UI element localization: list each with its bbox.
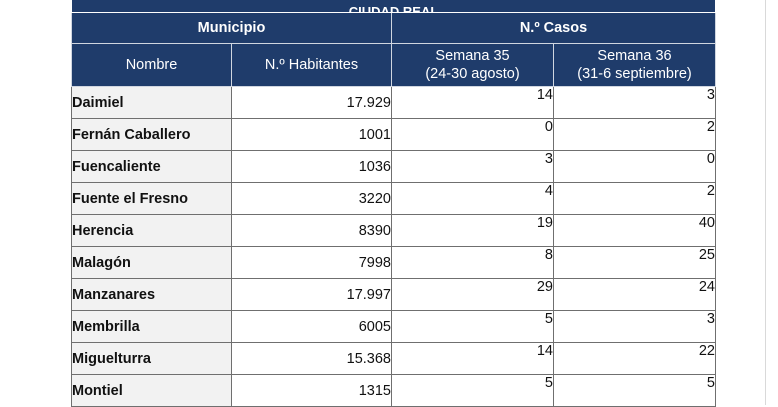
- municipio-name-cell: Montiel: [71, 374, 232, 407]
- habitantes-cell: 15.368: [231, 342, 392, 375]
- semana35-cases-cell: 29: [391, 278, 554, 311]
- municipio-name-cell: Daimiel: [71, 86, 232, 119]
- semana36-cases-cell: 2: [553, 118, 716, 151]
- municipio-name-cell: Fuente el Fresno: [71, 182, 232, 215]
- municipio-name-cell: Fernán Caballero: [71, 118, 232, 151]
- semana35-cases-cell: 14: [391, 86, 554, 119]
- table-row: Daimiel 17.929 14 3: [71, 86, 716, 119]
- page-edge-line: [765, 0, 766, 405]
- municipio-name-cell: Fuencaliente: [71, 150, 232, 183]
- semana36-cases-cell: 0: [553, 150, 716, 183]
- semana35-cases-cell: 3: [391, 150, 554, 183]
- semana36-cases-cell: 5: [553, 374, 716, 407]
- column-header-semana36: Semana 36 (31-6 septiembre): [553, 43, 716, 87]
- semana36-cases-cell: 3: [553, 310, 716, 343]
- semana35-cases-cell: 5: [391, 374, 554, 407]
- table-row: Montiel 1315 5 5: [71, 374, 716, 407]
- column-header-habitantes: N.º Habitantes: [231, 43, 392, 87]
- semana36-range: (31-6 septiembre): [577, 66, 692, 82]
- municipio-name-cell: Herencia: [71, 214, 232, 247]
- table-row: Herencia 8390 19 40: [71, 214, 716, 247]
- semana35-cases-cell: 4: [391, 182, 554, 215]
- habitantes-cell: 6005: [231, 310, 392, 343]
- group-header-municipio: Municipio: [71, 12, 392, 44]
- semana35-cases-cell: 14: [391, 342, 554, 375]
- semana36-cases-cell: 2: [553, 182, 716, 215]
- habitantes-cell: 3220: [231, 182, 392, 215]
- semana36-cases-cell: 24: [553, 278, 716, 311]
- municipio-name-cell: Malagón: [71, 246, 232, 279]
- habitantes-cell: 7998: [231, 246, 392, 279]
- habitantes-cell: 17.997: [231, 278, 392, 311]
- semana35-range: (24-30 agosto): [425, 66, 520, 82]
- semana35-cases-cell: 0: [391, 118, 554, 151]
- table-row: Manzanares 17.997 29 24: [71, 278, 716, 311]
- column-header-semana35: Semana 35 (24-30 agosto): [391, 43, 554, 87]
- semana36-title: Semana 36: [597, 48, 672, 64]
- habitantes-cell: 8390: [231, 214, 392, 247]
- habitantes-cell: 1001: [231, 118, 392, 151]
- semana35-cases-cell: 8: [391, 246, 554, 279]
- table-row: Miguelturra 15.368 14 22: [71, 342, 716, 375]
- province-title: CIUDAD REAL: [71, 0, 716, 13]
- semana35-cases-cell: 19: [391, 214, 554, 247]
- habitantes-cell: 1315: [231, 374, 392, 407]
- semana35-cases-cell: 5: [391, 310, 554, 343]
- semana36-cases-cell: 22: [553, 342, 716, 375]
- semana36-cases-cell: 40: [553, 214, 716, 247]
- habitantes-cell: 17.929: [231, 86, 392, 119]
- table-row: Fernán Caballero 1001 0 2: [71, 118, 716, 151]
- table-row: Membrilla 6005 5 3: [71, 310, 716, 343]
- province-title-text: CIUDAD REAL: [348, 4, 439, 13]
- semana35-title: Semana 35: [435, 48, 510, 64]
- table-row: Fuente el Fresno 3220 4 2: [71, 182, 716, 215]
- municipio-name-cell: Miguelturra: [71, 342, 232, 375]
- semana36-cases-cell: 25: [553, 246, 716, 279]
- table-row: Fuencaliente 1036 3 0: [71, 150, 716, 183]
- group-header-casos: N.º Casos: [391, 12, 716, 44]
- column-header-nombre: Nombre: [71, 43, 232, 87]
- semana36-cases-cell: 3: [553, 86, 716, 119]
- municipio-name-cell: Membrilla: [71, 310, 232, 343]
- cases-table: CIUDAD REAL Municipio N.º Casos Nombre N…: [71, 0, 716, 407]
- table-row: Malagón 7998 8 25: [71, 246, 716, 279]
- municipio-name-cell: Manzanares: [71, 278, 232, 311]
- habitantes-cell: 1036: [231, 150, 392, 183]
